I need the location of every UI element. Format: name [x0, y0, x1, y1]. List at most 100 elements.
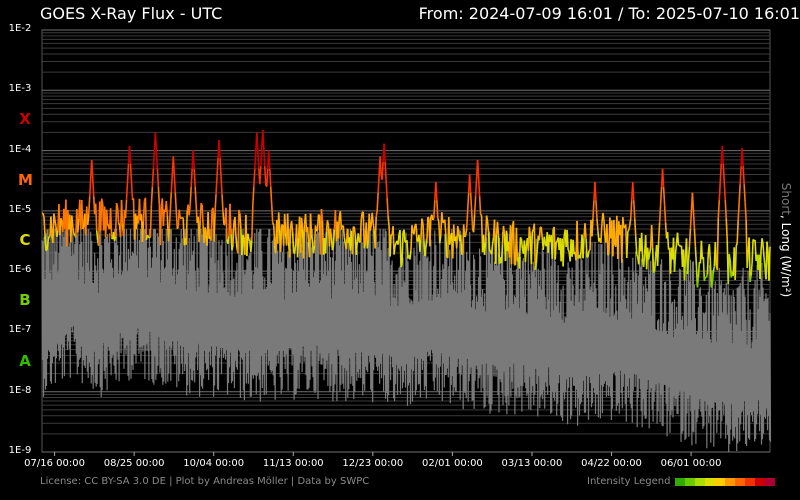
long-series-segment — [234, 217, 237, 237]
long-series-segment — [441, 212, 444, 223]
long-series-segment — [411, 225, 414, 232]
long-series-segment — [351, 226, 355, 255]
long-series-segment — [674, 243, 678, 254]
long-series-segment — [87, 196, 91, 215]
long-series-segment — [697, 261, 701, 278]
long-series-segment — [141, 221, 145, 243]
long-series-segment — [371, 212, 374, 224]
long-series-segment — [603, 219, 606, 237]
long-series-segment — [462, 224, 466, 238]
long-series-segment — [477, 177, 481, 197]
long-series-segment — [172, 156, 176, 175]
long-series-segment — [385, 179, 388, 199]
x-tick-label: 07/16 00:00 — [24, 458, 85, 469]
long-series-segment — [383, 143, 386, 162]
long-series-segment — [381, 161, 384, 180]
long-series-segment — [386, 197, 389, 217]
long-series-segment — [343, 237, 347, 245]
long-series-segment — [269, 186, 273, 205]
long-series-segment — [192, 150, 195, 169]
long-series-segment — [474, 177, 478, 197]
long-series-segment — [165, 200, 169, 216]
x-tick-label: 03/13 00:00 — [501, 458, 563, 469]
long-series-segment — [763, 257, 766, 268]
long-series-segment — [56, 230, 59, 237]
long-series-segment — [109, 208, 113, 238]
long-series-segment — [376, 192, 379, 211]
long-series-segment — [95, 230, 99, 241]
long-series-segment — [185, 210, 189, 245]
long-series-segment — [768, 246, 771, 281]
long-series-segment — [724, 200, 728, 219]
long-series-segment — [394, 242, 397, 246]
long-series-segment — [375, 210, 378, 218]
long-series-segment — [709, 260, 713, 288]
long-series-segment — [283, 213, 287, 234]
long-series-segment — [399, 230, 402, 268]
long-series-segment — [628, 218, 632, 226]
long-series-segment — [220, 176, 223, 195]
long-series-segment — [216, 157, 219, 177]
long-series-segment — [88, 177, 92, 197]
x-tick-label: 12/23 00:00 — [342, 458, 404, 469]
long-series-segment — [595, 200, 598, 219]
long-series-segment — [486, 220, 490, 233]
long-series-segment — [742, 166, 745, 185]
long-series-segment — [128, 145, 132, 164]
long-series-segment — [721, 145, 725, 164]
long-series-segment — [496, 221, 500, 236]
long-series-segment — [485, 215, 489, 222]
long-series-segment — [519, 236, 522, 240]
long-series-segment — [320, 208, 324, 221]
long-series-segment — [705, 273, 709, 278]
long-series-segment — [533, 223, 537, 270]
y-tick-label: 1E-9 — [8, 445, 32, 456]
short-series-label: Short — [779, 182, 793, 215]
long-series-segment — [723, 181, 727, 201]
long-series-segment — [170, 174, 174, 193]
long-series-segment — [215, 176, 218, 195]
long-series-segment — [227, 236, 230, 244]
long-series-segment — [640, 232, 644, 263]
long-series-segment — [708, 244, 712, 261]
long-series-segment — [683, 257, 687, 281]
long-series-segment — [692, 210, 696, 229]
long-series-segment — [400, 263, 403, 268]
long-series-segment — [106, 223, 110, 228]
long-series-segment — [566, 229, 569, 251]
long-series-segment — [219, 157, 222, 177]
long-series-segment — [259, 147, 263, 167]
long-series-segment — [622, 217, 625, 228]
long-series-segment — [543, 236, 547, 244]
long-series-segment — [607, 253, 610, 256]
long-series-segment — [293, 244, 297, 254]
long-series-segment — [437, 218, 440, 222]
long-series-segment — [159, 206, 163, 246]
long-series-segment — [168, 210, 172, 229]
long-series-segment — [647, 253, 651, 260]
long-series-segment — [424, 247, 427, 257]
long-series-segment — [419, 239, 422, 252]
long-series-segment — [115, 202, 119, 208]
long-series-segment — [44, 234, 47, 251]
long-series-segment — [586, 256, 589, 259]
long-series-segment — [124, 199, 128, 219]
long-series-segment — [459, 234, 463, 255]
legend-swatch — [695, 478, 705, 486]
long-series-segment — [483, 241, 487, 256]
long-series-segment — [178, 209, 182, 219]
long-series-segment — [722, 163, 726, 183]
long-series-segment — [490, 244, 494, 255]
long-series-segment — [261, 129, 265, 149]
date-range: From: 2024-07-09 16:01 / To: 2025-07-10 … — [418, 4, 800, 23]
long-series-segment — [555, 240, 558, 243]
long-series-segment — [50, 216, 53, 234]
y-tick-label: 1E-2 — [8, 23, 32, 34]
long-series-segment — [152, 150, 156, 169]
flare-class-a: A — [19, 351, 31, 370]
long-series-segment — [702, 256, 706, 282]
long-series-segment — [718, 181, 722, 201]
long-series-segment — [265, 168, 269, 187]
long-series-segment — [439, 234, 442, 244]
long-series-segment — [190, 168, 193, 187]
